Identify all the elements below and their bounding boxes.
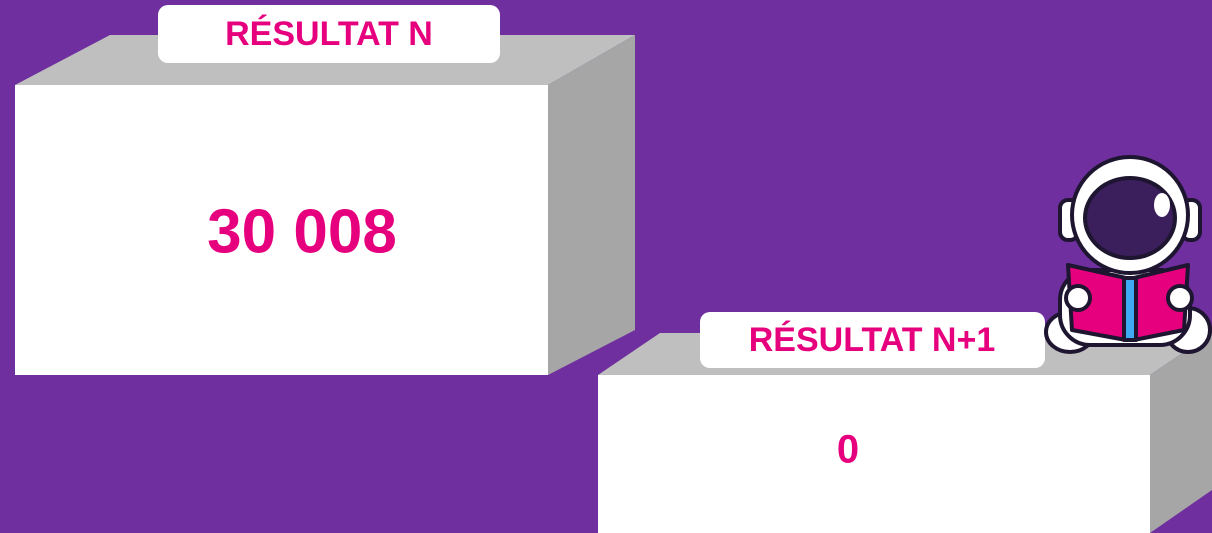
astronaut	[1044, 155, 1212, 354]
box-front	[15, 85, 548, 375]
visor-shine	[1154, 193, 1170, 217]
box-n: RÉSULTAT N 30 008	[15, 5, 635, 375]
hand-right	[1166, 284, 1194, 312]
box-label: RÉSULTAT N	[225, 15, 433, 53]
box-side	[1150, 333, 1212, 533]
label-tab	[158, 5, 500, 63]
hand-left	[1064, 284, 1092, 312]
box-value: 30 008	[207, 197, 397, 266]
box-label: RÉSULTAT N+1	[749, 321, 996, 359]
box-side	[548, 35, 635, 375]
box-front	[598, 375, 1150, 533]
visor	[1083, 176, 1177, 260]
book-spine	[1122, 276, 1138, 342]
box-value: 0	[837, 428, 859, 472]
label-tab	[700, 312, 1045, 368]
